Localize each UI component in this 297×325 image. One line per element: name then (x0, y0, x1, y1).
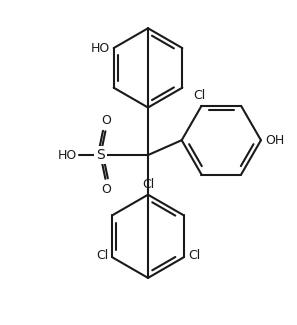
Text: OH: OH (265, 134, 284, 147)
Text: Cl: Cl (142, 178, 154, 191)
Text: HO: HO (91, 42, 110, 55)
Text: Cl: Cl (96, 249, 108, 262)
Text: HO: HO (57, 149, 77, 162)
Text: O: O (102, 114, 111, 127)
Text: S: S (96, 148, 105, 162)
Text: O: O (102, 183, 111, 196)
Text: Cl: Cl (188, 249, 200, 262)
Text: Cl: Cl (193, 89, 206, 102)
